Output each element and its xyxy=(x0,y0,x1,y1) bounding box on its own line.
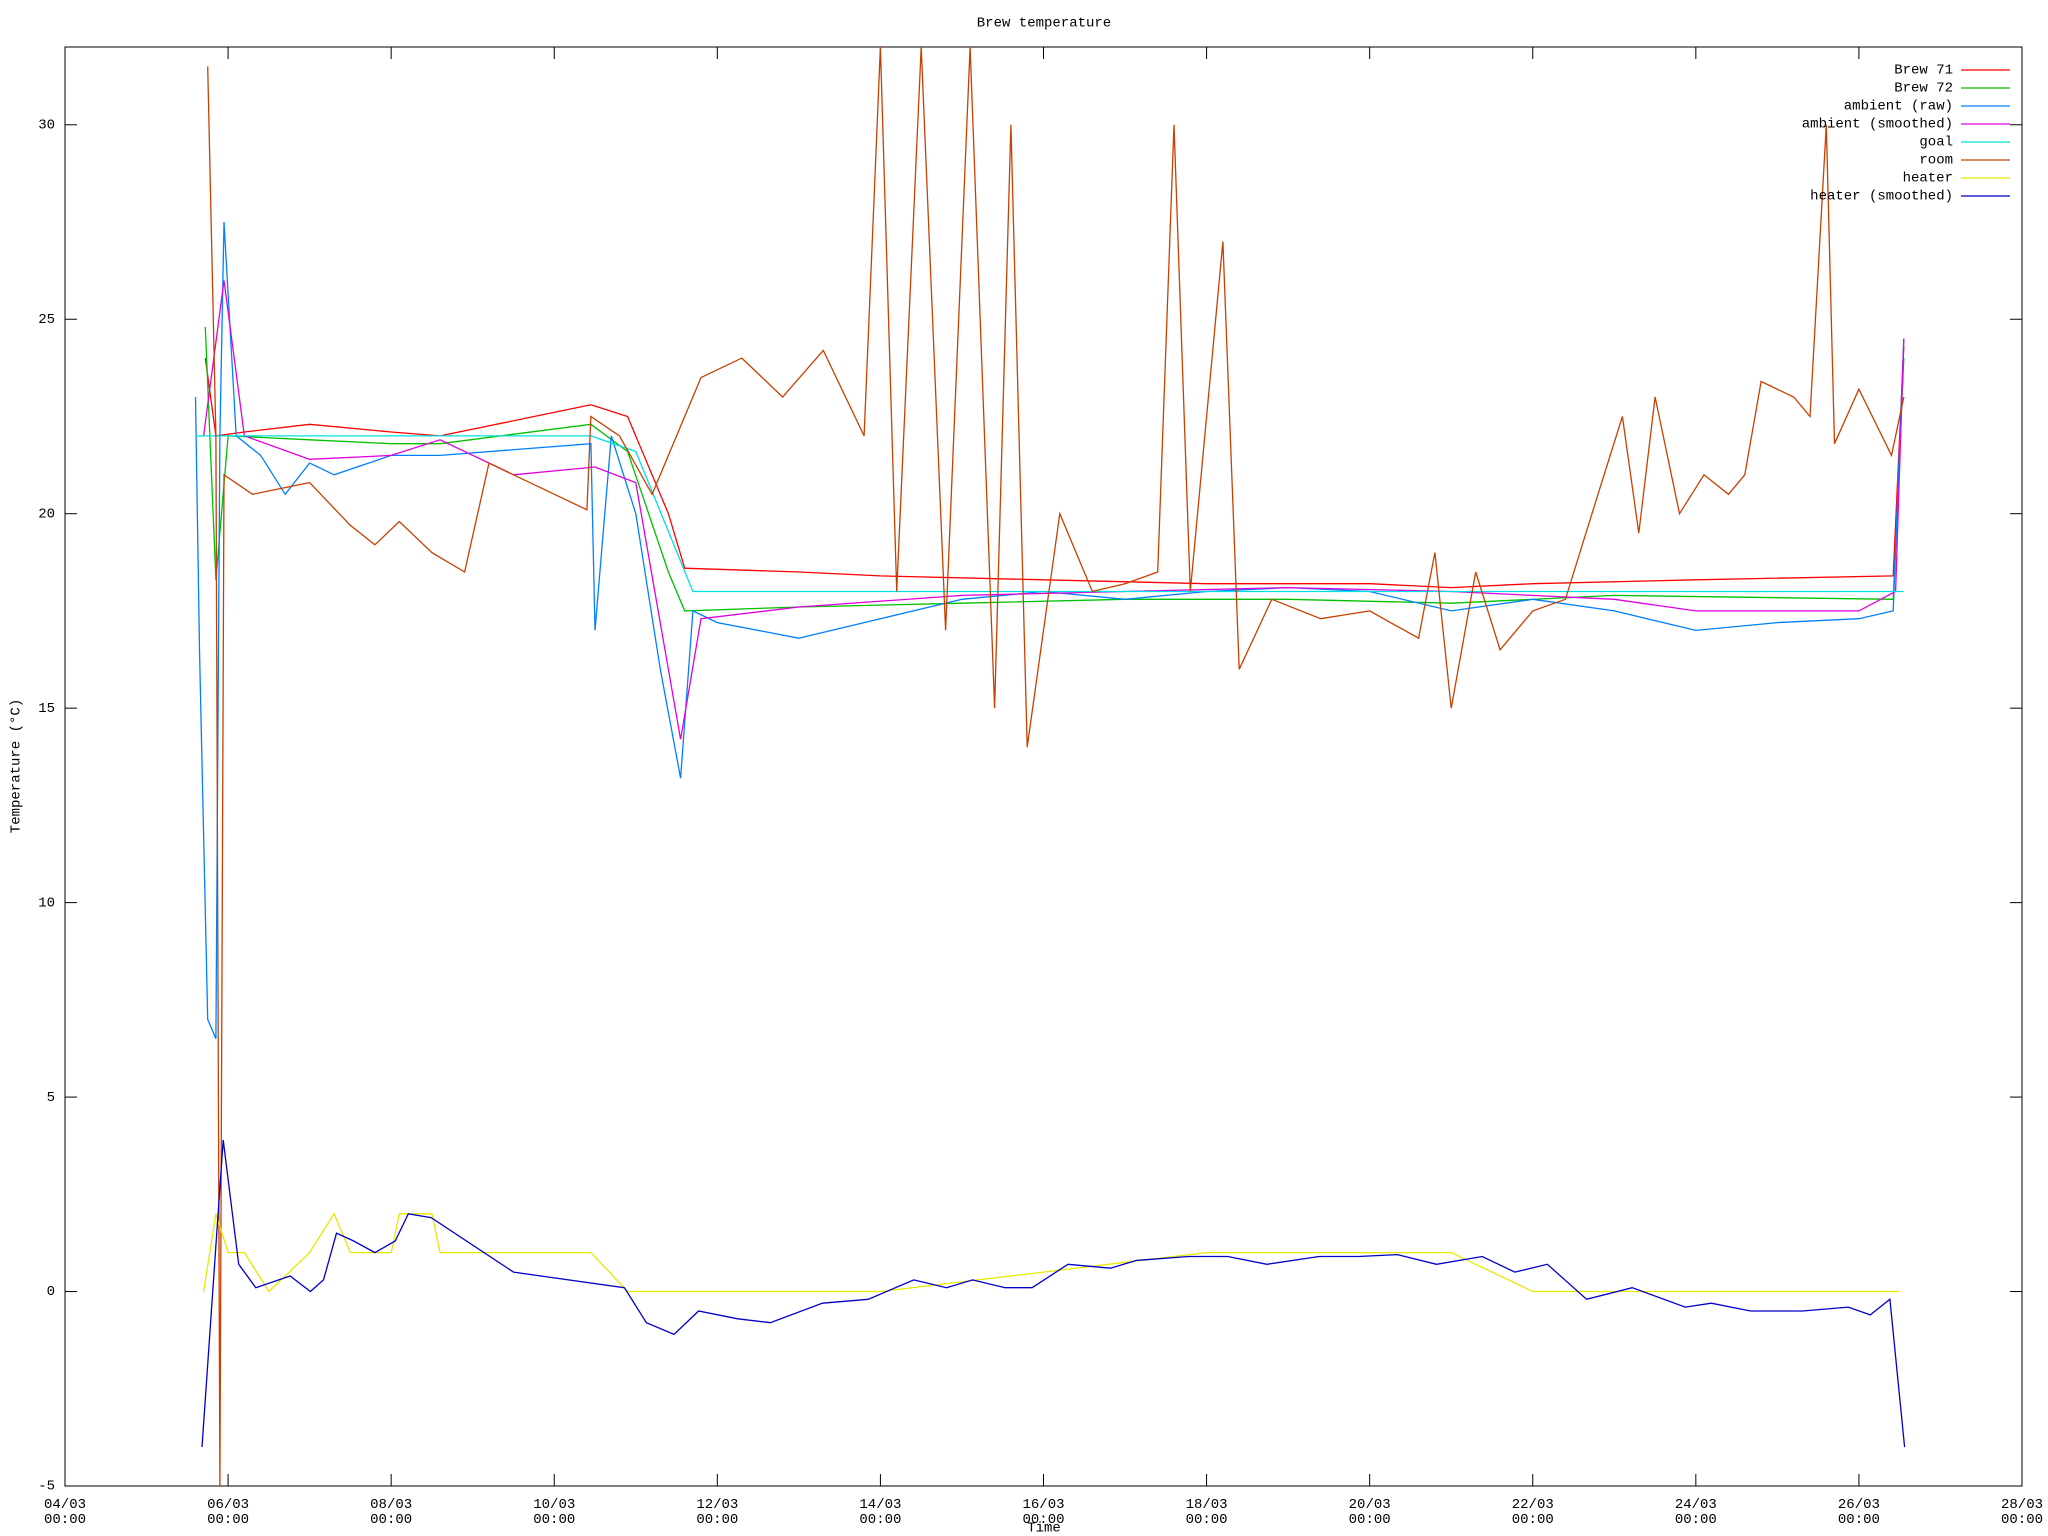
x-tick-label: 20/03 00:00 xyxy=(1348,1497,1391,1528)
x-axis-label: Time xyxy=(1027,1521,1061,1536)
legend-label: heater xyxy=(1903,171,1953,187)
series-line xyxy=(202,280,1905,740)
legend-label: ambient (smoothed) xyxy=(1802,117,1953,133)
x-tick-label: 26/03 00:00 xyxy=(1837,1497,1880,1528)
y-tick-label: 15 xyxy=(38,701,55,717)
x-tick-label: 10/03 00:00 xyxy=(533,1497,576,1528)
plot-frame xyxy=(64,46,2023,1487)
y-tick-label: 20 xyxy=(38,506,55,522)
x-tick-label: 22/03 00:00 xyxy=(1511,1497,1554,1528)
legend-label: heater (smoothed) xyxy=(1810,189,1953,205)
series-line xyxy=(201,1139,1906,1448)
series-line xyxy=(204,346,1905,589)
y-axis-label: Temperature (°C) xyxy=(9,699,25,833)
x-tick-label: 28/03 00:00 xyxy=(2000,1497,2043,1528)
legend-label: goal xyxy=(1919,135,1953,151)
y-tick-label: 25 xyxy=(38,312,55,328)
y-tick-label: 10 xyxy=(38,895,55,911)
x-tick-label: 24/03 00:00 xyxy=(1674,1497,1717,1528)
y-tick-label: 0 xyxy=(47,1284,55,1300)
series-line xyxy=(195,435,1904,593)
legend-label: ambient (raw) xyxy=(1844,99,1953,115)
legend-label: Brew 72 xyxy=(1894,81,1953,97)
x-tick-label: 12/03 00:00 xyxy=(696,1497,739,1528)
plot-area xyxy=(194,47,1906,1486)
series-line xyxy=(204,326,1905,612)
chart-title: Brew temperature xyxy=(977,16,1111,32)
x-tick-label: 04/03 00:00 xyxy=(43,1497,86,1528)
legend-label: room xyxy=(1919,153,1953,169)
x-tick-label: 08/03 00:00 xyxy=(370,1497,413,1528)
x-tick-label: 06/03 00:00 xyxy=(207,1497,250,1528)
x-tick-label: 16/03 00:00 xyxy=(1022,1497,1065,1528)
x-tick-label: 18/03 00:00 xyxy=(1185,1497,1228,1528)
series-line xyxy=(207,47,1905,1486)
series-line xyxy=(194,221,1905,1039)
legend-label: Brew 71 xyxy=(1894,63,1953,79)
series-line xyxy=(202,1212,1900,1293)
y-tick-label: -5 xyxy=(38,1479,55,1495)
x-tick-label: 14/03 00:00 xyxy=(859,1497,902,1528)
y-tick-label: 5 xyxy=(47,1090,55,1106)
y-tick-label: 30 xyxy=(38,117,55,133)
